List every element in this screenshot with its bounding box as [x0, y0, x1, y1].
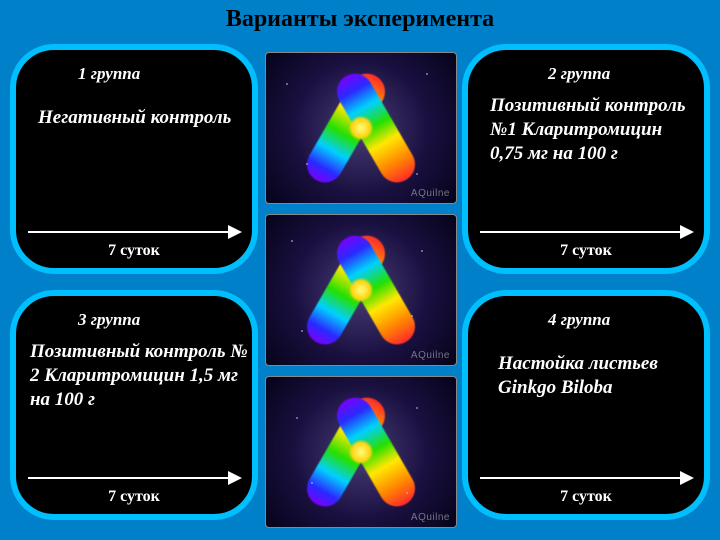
arrow-line — [480, 231, 680, 233]
sparkle-icon — [286, 83, 288, 85]
card-group3: 3 группа Позитивный контроль № 2 Кларитр… — [10, 290, 258, 520]
sparkle-icon — [301, 330, 303, 332]
group3-duration: 7 суток — [16, 488, 252, 506]
group4-description: Настойка листьев Ginkgo Biloba — [498, 352, 698, 400]
page-title: Варианты эксперимента — [0, 6, 720, 33]
sparkle-icon — [296, 417, 298, 419]
chromosome-centromere-icon — [350, 117, 372, 139]
arrow-head-icon — [680, 471, 694, 485]
sparkle-icon — [406, 492, 408, 494]
group2-label: 2 группа — [548, 64, 610, 84]
group1-label: 1 группа — [78, 64, 140, 84]
group2-arrow — [480, 226, 692, 238]
group1-duration: 7 суток — [16, 242, 252, 260]
group3-label: 3 группа — [78, 310, 140, 330]
group3-description: Позитивный контроль № 2 Кларитромицин 1,… — [30, 340, 250, 411]
arrow-line — [28, 477, 228, 479]
group3-arrow — [28, 472, 240, 484]
sparkle-icon — [306, 163, 308, 165]
sparkle-icon — [291, 240, 293, 242]
arrow-head-icon — [228, 225, 242, 239]
group4-label: 4 группа — [548, 310, 610, 330]
chromosome-image-1: AQuilne — [265, 52, 457, 204]
sparkle-icon — [311, 482, 313, 484]
image-watermark: AQuilne — [411, 350, 450, 361]
group2-description: Позитивный контроль №1 Кларитромицин 0,7… — [490, 94, 700, 165]
group4-arrow — [480, 472, 692, 484]
group1-description: Негативный контроль — [38, 106, 238, 130]
sparkle-icon — [421, 250, 423, 252]
chromosome-centromere-icon — [350, 279, 372, 301]
chromosome-image-2: AQuilne — [265, 214, 457, 366]
sparkle-icon — [426, 73, 428, 75]
sparkle-icon — [416, 407, 418, 409]
arrow-head-icon — [680, 225, 694, 239]
image-watermark: AQuilne — [411, 188, 450, 199]
group1-arrow — [28, 226, 240, 238]
slide-root: Варианты эксперимента 1 группа Негативны… — [0, 0, 720, 540]
group4-duration: 7 суток — [468, 488, 704, 506]
sparkle-icon — [411, 315, 413, 317]
card-group2: 2 группа Позитивный контроль №1 Кларитро… — [462, 44, 710, 274]
chromosome-centromere-icon — [350, 441, 372, 463]
arrow-line — [480, 477, 680, 479]
card-group1: 1 группа Негативный контроль 7 суток — [10, 44, 258, 274]
arrow-head-icon — [228, 471, 242, 485]
image-watermark: AQuilne — [411, 512, 450, 523]
sparkle-icon — [416, 173, 418, 175]
group2-duration: 7 суток — [468, 242, 704, 260]
card-group4: 4 группа Настойка листьев Ginkgo Biloba … — [462, 290, 710, 520]
arrow-line — [28, 231, 228, 233]
chromosome-image-3: AQuilne — [265, 376, 457, 528]
